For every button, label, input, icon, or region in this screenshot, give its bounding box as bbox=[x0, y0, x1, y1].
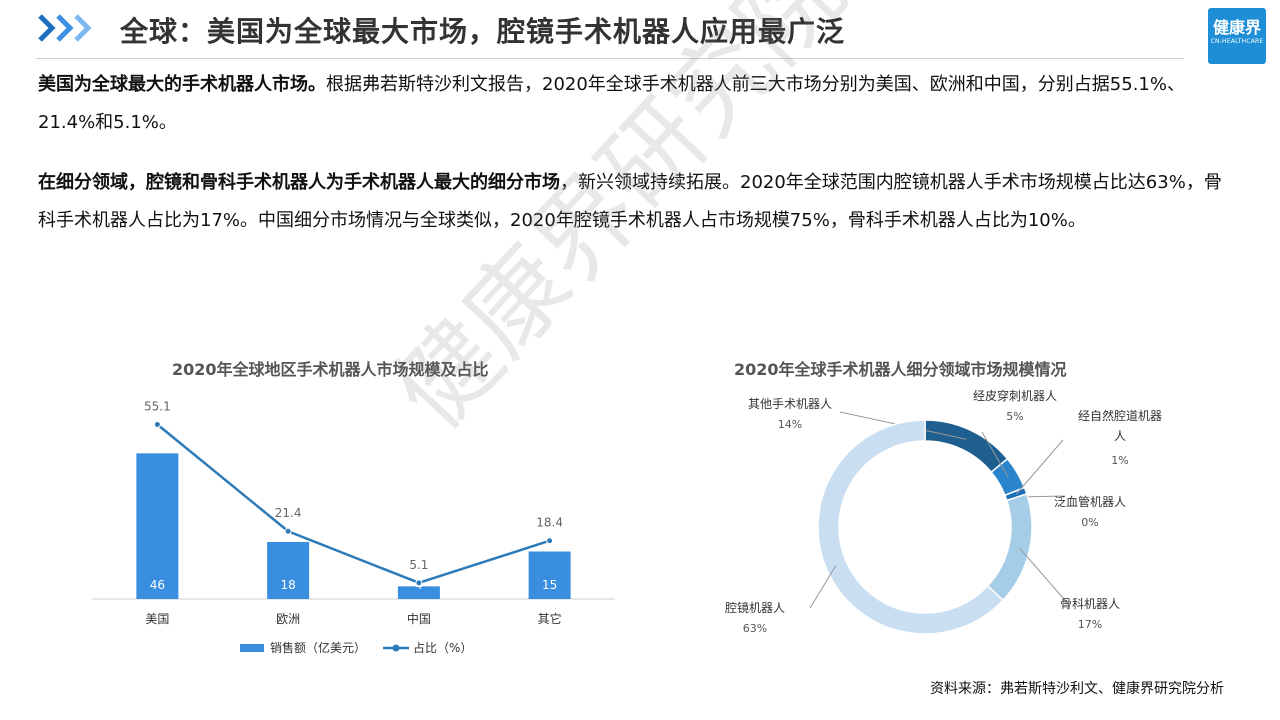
legend-swatch-bar bbox=[240, 644, 264, 652]
line-point-3 bbox=[546, 537, 554, 545]
triple-chevron-icon bbox=[38, 14, 92, 42]
bar-label-0: 46 bbox=[150, 578, 165, 592]
donut-label-5: 腔镜机器人 bbox=[725, 600, 785, 615]
donut-label-2: 经自然腔道机器 bbox=[1078, 408, 1162, 423]
bar-line-chart: 46美国18欧洲4中国15其它55.121.45.118.4销售额（亿美元）占比… bbox=[92, 400, 615, 655]
donut-value-4: 17% bbox=[1078, 618, 1102, 631]
donut-value-3: 0% bbox=[1081, 516, 1098, 529]
x-tick-label-2: 中国 bbox=[407, 611, 431, 626]
header-divider bbox=[36, 58, 1184, 59]
line-label-0: 55.1 bbox=[144, 400, 171, 414]
donut-label-4: 骨科机器人 bbox=[1060, 597, 1120, 611]
paragraph-market: 美国为全球最大的手术机器人市场。根据弗若斯特沙利文报告，2020年全球手术机器人… bbox=[38, 66, 1238, 142]
donut-slice-4 bbox=[986, 492, 1033, 602]
x-tick-label-0: 美国 bbox=[145, 612, 169, 626]
header: 全球：美国为全球最大市场，腔镜手术机器人应用最广泛 健康界 CN-HEALTHC… bbox=[0, 0, 1280, 64]
source-note: 资料来源：弗若斯特沙利文、健康界研究院分析 bbox=[930, 681, 1224, 697]
donut-slice-0 bbox=[924, 419, 1009, 474]
line-series bbox=[156, 423, 551, 585]
line-label-1: 21.4 bbox=[275, 506, 302, 520]
donut-chart-title: 2020年全球手术机器人细分领域市场规模情况 bbox=[734, 360, 1067, 379]
donut-label-0: 其他手术机器人 bbox=[748, 397, 832, 411]
donut-leader-2 bbox=[1015, 439, 1064, 495]
donut-value-2: 1% bbox=[1111, 454, 1128, 467]
paragraph-market-bold: 美国为全球最大的手术机器人市场。 bbox=[38, 74, 326, 95]
line-point-0 bbox=[153, 421, 161, 429]
line-point-1 bbox=[284, 527, 292, 535]
donut-leader-4 bbox=[1019, 547, 1071, 607]
logo-text: 健康界 bbox=[1212, 18, 1261, 37]
donut-leader-5 bbox=[809, 565, 837, 609]
bar-label-3: 15 bbox=[542, 578, 557, 592]
paragraph-segments-text: ，新兴领域持续拓展。2020年全球范围内腔镜机器人手术市场规模占比达63%，骨科… bbox=[38, 172, 1222, 231]
legend-swatch-line-dot bbox=[392, 644, 400, 652]
logo-subtext: CN-HEALTHCARE bbox=[1210, 38, 1264, 45]
logo: 健康界 CN-HEALTHCARE bbox=[1208, 8, 1266, 64]
x-tick-label-3: 其它 bbox=[538, 611, 562, 626]
donut-label-3: 泛血管机器人 bbox=[1054, 494, 1126, 509]
donut-label-2-cont: 人 bbox=[1114, 429, 1126, 443]
paragraph-market-text: 根据弗若斯特沙利文报告，2020年全球手术机器人前三大市场分别为美国、欧洲和中国… bbox=[38, 74, 1185, 133]
bar-2 bbox=[397, 586, 440, 599]
bar-1 bbox=[267, 542, 310, 599]
bar-label-1: 18 bbox=[280, 578, 295, 592]
paragraph-segments: 在细分领域，腔镜和骨科手术机器人为手术机器人最大的细分市场，新兴领域持续拓展。2… bbox=[38, 164, 1238, 240]
bar-0 bbox=[136, 453, 179, 599]
legend-label-bar: 销售额（亿美元） bbox=[270, 640, 366, 655]
legend-label-line: 占比（%） bbox=[413, 640, 472, 655]
donut-slice-5 bbox=[817, 419, 1005, 635]
bar-chart-title: 2020年全球地区手术机器人市场规模及占比 bbox=[172, 360, 489, 379]
donut-value-1: 5% bbox=[1006, 410, 1023, 423]
line-point-2 bbox=[415, 579, 423, 587]
donut-value-0: 14% bbox=[778, 418, 802, 431]
paragraph-segments-bold: 在细分领域，腔镜和骨科手术机器人为手术机器人最大的细分市场 bbox=[38, 172, 560, 193]
x-tick-label-1: 欧洲 bbox=[276, 612, 300, 626]
donut-label-1: 经皮穿刺机器人 bbox=[973, 388, 1057, 403]
bar-3 bbox=[528, 551, 571, 599]
donut-value-5: 63% bbox=[743, 622, 767, 635]
line-label-3: 18.4 bbox=[536, 516, 563, 530]
line-label-2: 5.1 bbox=[409, 558, 428, 572]
page-title: 全球：美国为全球最大市场，腔镜手术机器人应用最广泛 bbox=[120, 15, 846, 48]
donut-leader-1 bbox=[981, 431, 1009, 478]
